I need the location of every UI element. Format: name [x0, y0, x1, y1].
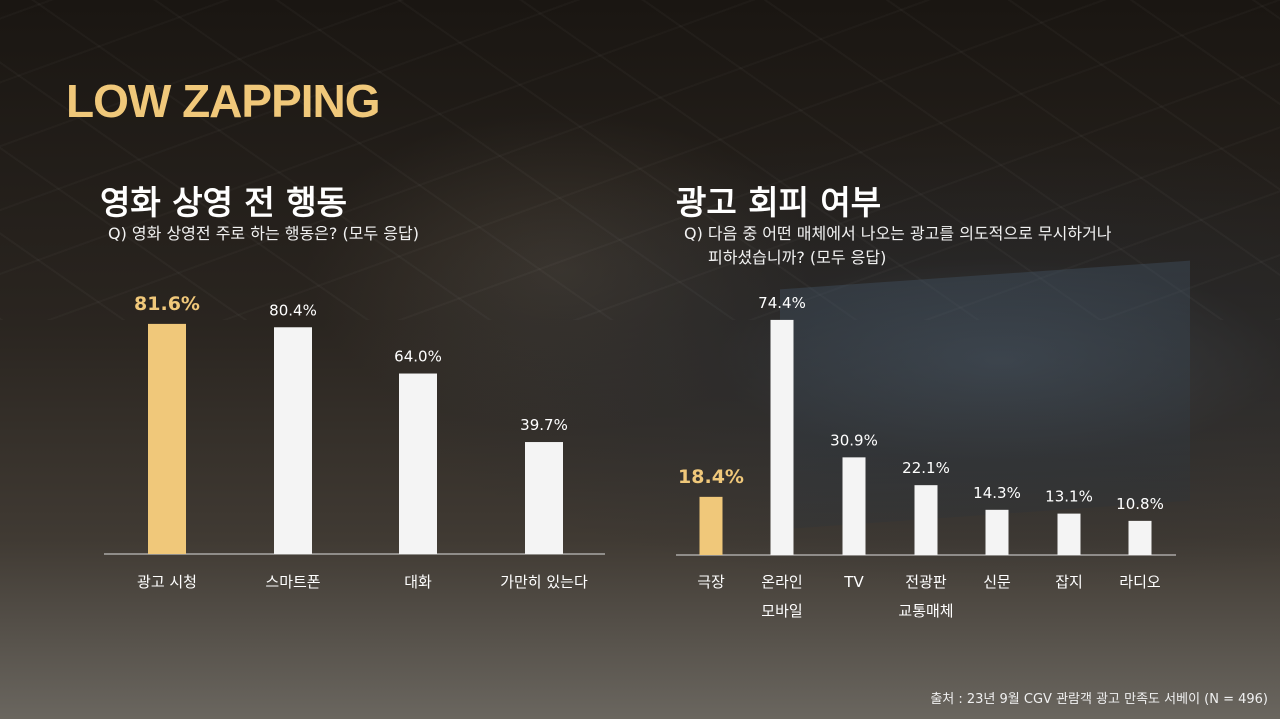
bar — [1128, 520, 1152, 555]
category-label: 잡지 — [1055, 573, 1083, 591]
bar — [399, 373, 437, 554]
value-label: 22.1% — [902, 459, 950, 477]
right-question-line2: 피하셨습니까? (모두 응답) — [708, 248, 887, 267]
theater-ceiling — [0, 0, 1280, 320]
category-label: 온라인 — [761, 573, 802, 591]
value-label: 64.0% — [394, 348, 442, 366]
right-section-title: 광고 회피 여부 — [676, 183, 882, 222]
category-label: TV — [843, 573, 864, 591]
value-label: 30.9% — [830, 431, 878, 449]
bar — [770, 319, 794, 555]
category-label: 대화 — [404, 573, 432, 591]
bar — [914, 485, 938, 555]
bar — [274, 327, 312, 554]
value-label: 10.8% — [1116, 495, 1164, 513]
right-question-line1: Q) 다음 중 어떤 매체에서 나오는 광고를 의도적으로 무시하거나 — [684, 224, 1112, 243]
category-label: 라디오 — [1119, 573, 1161, 591]
value-label: 18.4% — [678, 466, 744, 488]
category-label: 교통매체 — [898, 602, 953, 620]
value-label: 80.4% — [269, 301, 317, 319]
bar — [842, 457, 866, 555]
category-label: 모바일 — [761, 602, 802, 620]
value-label: 81.6% — [134, 293, 200, 315]
source-note: 출처 : 23년 9월 CGV 관람객 광고 만족도 서베이 (N = 496) — [930, 692, 1268, 707]
bar — [699, 496, 723, 555]
value-label: 74.4% — [758, 294, 806, 312]
bar — [1057, 513, 1081, 555]
value-label: 13.1% — [1045, 488, 1093, 506]
page-title: LOW ZAPPING — [66, 75, 381, 127]
bar — [148, 323, 186, 554]
left-section-title: 영화 상영 전 행동 — [100, 183, 347, 222]
left-question: Q) 영화 상영전 주로 하는 행동은? (모두 응답) — [108, 224, 419, 243]
category-label: 전광판 — [905, 573, 947, 591]
category-label: 극장 — [697, 573, 725, 591]
category-label: 스마트폰 — [265, 573, 320, 591]
category-label: 신문 — [983, 573, 1011, 591]
category-label: 광고 시청 — [137, 573, 197, 591]
value-label: 39.7% — [520, 416, 568, 434]
bar — [985, 509, 1009, 555]
category-label: 가만히 있는다 — [500, 573, 588, 591]
value-label: 14.3% — [973, 484, 1021, 502]
bar — [525, 442, 563, 554]
